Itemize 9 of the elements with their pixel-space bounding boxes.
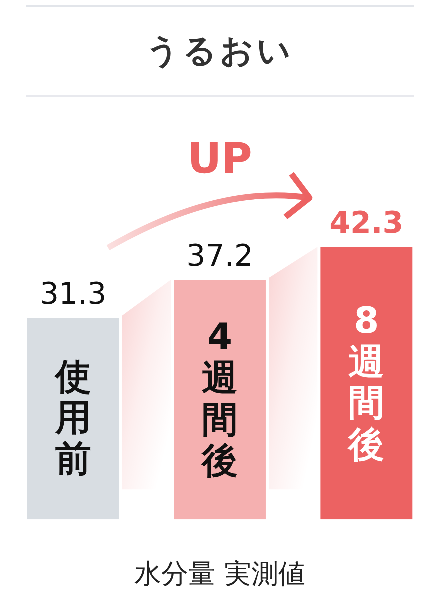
text: UP — [188, 134, 252, 184]
x-tick-label: 使用前 — [55, 356, 92, 481]
x-tick-label: 4週間後 — [202, 316, 238, 483]
x-axis-title: 水分量 実測値 — [134, 558, 306, 590]
chart-title: うるおい — [146, 30, 294, 72]
data-label: 37.2 — [186, 238, 254, 274]
x-tick-label: 8週間後 — [348, 300, 385, 466]
data-label: 31.3 — [40, 276, 107, 312]
data-label: 42.3 — [330, 206, 404, 242]
